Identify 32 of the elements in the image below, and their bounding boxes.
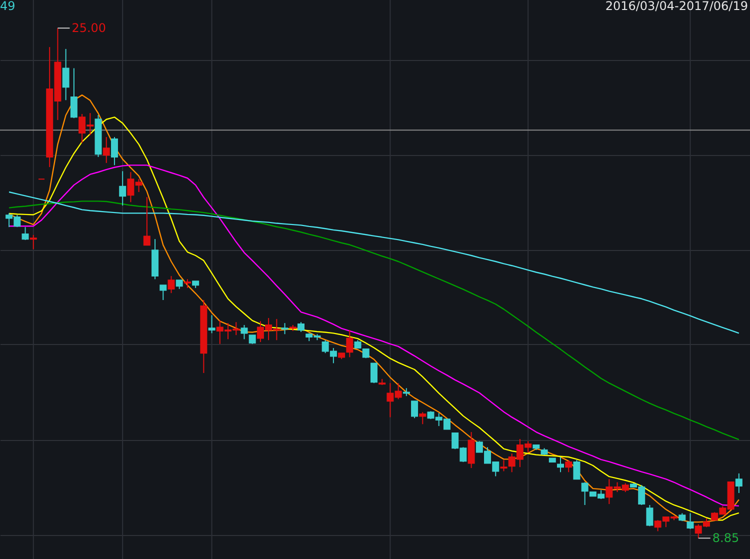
candlestick (468, 432, 475, 469)
candlestick (22, 226, 29, 241)
candlestick (686, 512, 694, 530)
candlestick (119, 170, 126, 206)
candlestick (500, 460, 508, 472)
candlestick (565, 460, 572, 473)
annotation: 49 (0, 0, 16, 13)
candlestick (581, 482, 588, 506)
candlestick (557, 456, 564, 473)
candlestick (281, 322, 288, 335)
candlestick (110, 136, 118, 166)
candlestick (646, 504, 654, 527)
candlestick (362, 348, 370, 359)
candlestick (573, 460, 580, 480)
candlestick (102, 136, 110, 164)
candlestick (62, 48, 70, 101)
annotation: 25.00 (72, 21, 106, 36)
candlestick (70, 68, 78, 119)
candlestick (419, 412, 426, 425)
candlestick (208, 314, 216, 334)
candlestick (143, 196, 150, 246)
candlestick (240, 324, 248, 340)
candlestick (370, 362, 378, 384)
candlestick (160, 284, 167, 301)
candlestick (411, 400, 418, 419)
annotation: 8.85 (712, 531, 740, 546)
candlestick (168, 276, 175, 294)
annotation: 2016/03/04-2017/06/19 (605, 0, 748, 13)
candlestick (298, 322, 304, 332)
candlestick (735, 472, 742, 494)
candlestick (30, 234, 37, 250)
candlestick (346, 330, 354, 358)
